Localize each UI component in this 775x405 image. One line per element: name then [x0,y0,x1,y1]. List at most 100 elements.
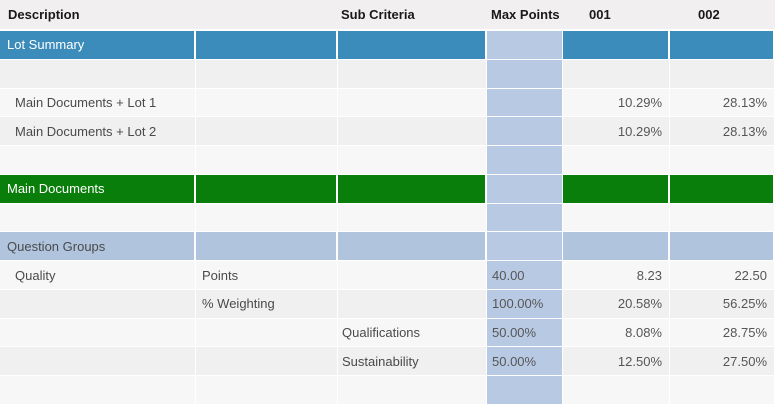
section-row[interactable]: Question Groups [0,232,775,262]
cell-value-001: 10.29% [563,117,670,147]
column-header-002: 002 [698,7,720,22]
cell-description [0,347,196,377]
cell-max-points [487,174,563,204]
cell-value-001 [563,146,670,175]
data-row: % Weighting 100.00% 20.58% 56.25% [0,289,775,319]
section-row[interactable]: Lot Summary [0,31,775,60]
data-row: Qualifications 50.00% 8.08% 28.75% [0,318,775,348]
cell-max-points [487,376,563,405]
cell-sub-label [196,117,338,147]
cell-sub-label [196,376,338,405]
cell-description [0,376,196,405]
column-header-blank [196,0,338,29]
cell-description: Quality [0,261,196,290]
cell-value-001: 20.58% [563,289,670,319]
cell-sub-label [196,146,338,175]
cell-value-002 [670,232,775,262]
cell-sub-criteria: Sustainability [338,347,487,377]
cell-value-002: 28.13% [670,117,775,147]
empty-row [0,146,775,175]
cell-sub-criteria [338,31,487,60]
empty-row [0,203,775,233]
table-header-row: Description Sub Criteria Max Points 001 … [0,0,775,31]
column-header-description: Description [8,7,80,22]
cell-value-002 [670,174,775,204]
section-row[interactable]: Main Documents [0,174,775,204]
cell-max-points: 50.00% [487,347,563,377]
cell-description: Lot Summary [0,31,196,60]
cell-value-001 [563,232,670,262]
data-row: Main Documents + Lot 2 10.29% 28.13% [0,117,775,147]
cell-sub-label [196,88,338,118]
cell-sub-label [196,31,338,60]
cell-sub-label [196,232,338,262]
cell-value-001: 8.23 [563,261,670,290]
cell-max-points [487,88,563,118]
cell-value-001: 12.50% [563,347,670,377]
cell-value-001 [563,376,670,405]
column-header-max-points: Max Points [491,7,560,22]
cell-value-002: 28.75% [670,318,775,348]
cell-sub-label [196,59,338,89]
cell-max-points: 50.00% [487,318,563,348]
cell-description [0,318,196,348]
cell-description [0,203,196,233]
cell-value-002: 27.50% [670,347,775,377]
cell-max-points [487,117,563,147]
data-row: Sustainability 50.00% 12.50% 27.50% [0,347,775,377]
cell-description [0,289,196,319]
cell-max-points: 100.00% [487,289,563,319]
cell-description: Main Documents + Lot 2 [0,117,196,147]
empty-row [0,376,775,405]
cell-sub-label: Points [196,261,338,290]
cell-max-points [487,203,563,233]
column-header-001: 001 [589,7,611,22]
cell-sub-criteria [338,203,487,233]
cell-value-001 [563,203,670,233]
cell-sub-criteria [338,261,487,290]
cell-sub-criteria [338,117,487,147]
cell-description: Question Groups [0,232,196,262]
cell-value-001: 10.29% [563,88,670,118]
cell-sub-label [196,203,338,233]
cell-value-002: 56.25% [670,289,775,319]
cell-value-001 [563,59,670,89]
cell-max-points [487,146,563,175]
cell-value-002 [670,31,775,60]
cell-value-002: 22.50 [670,261,775,290]
cell-value-002 [670,376,775,405]
column-header-sub-criteria: Sub Criteria [341,7,415,22]
cell-description: Main Documents [0,174,196,204]
cell-max-points [487,31,563,60]
table-body: Lot Summary Main Documents + Lot 1 10.29% 2… [0,31,775,405]
cell-sub-criteria [338,88,487,118]
data-row: Quality Points 40.00 8.23 22.50 [0,261,775,290]
cell-value-001 [563,31,670,60]
cell-description: Main Documents + Lot 1 [0,88,196,118]
cell-value-002 [670,146,775,175]
cell-description [0,146,196,175]
cell-value-002 [670,59,775,89]
cell-sub-criteria [338,59,487,89]
empty-row [0,59,775,89]
cell-description [0,59,196,89]
cell-sub-criteria [338,376,487,405]
cell-value-001: 8.08% [563,318,670,348]
cell-value-002: 28.13% [670,88,775,118]
cell-sub-criteria [338,289,487,319]
cell-max-points: 40.00 [487,261,563,290]
cell-max-points [487,59,563,89]
cell-sub-label [196,174,338,204]
cell-sub-label [196,347,338,377]
cell-sub-criteria [338,174,487,204]
cell-value-002 [670,203,775,233]
cell-sub-label: % Weighting [196,289,338,319]
cell-sub-criteria [338,146,487,175]
cell-max-points [487,232,563,262]
cell-sub-criteria: Qualifications [338,318,487,348]
cell-value-001 [563,174,670,204]
data-row: Main Documents + Lot 1 10.29% 28.13% [0,88,775,118]
cell-sub-criteria [338,232,487,262]
cell-sub-label [196,318,338,348]
